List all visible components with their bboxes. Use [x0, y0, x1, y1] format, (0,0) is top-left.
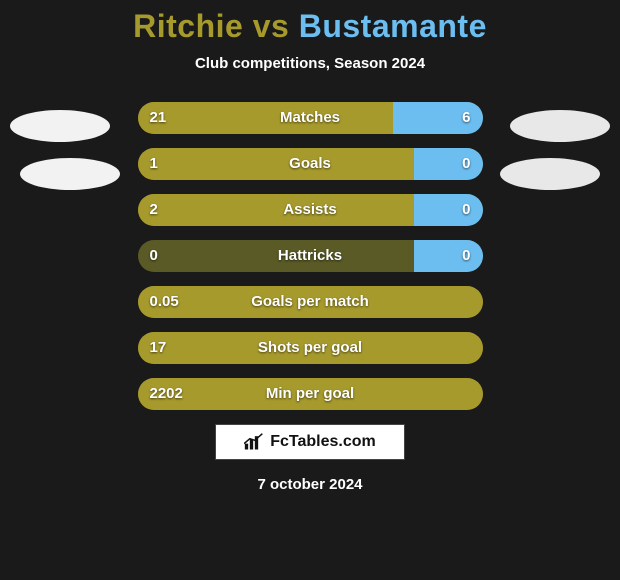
branding-text: FcTables.com: [270, 433, 376, 451]
subtitle: Club competitions, Season 2024: [0, 55, 620, 72]
stat-row: 10Goals: [138, 148, 483, 180]
stat-label: Goals: [138, 148, 483, 180]
bar-chart-icon: [244, 433, 264, 451]
stat-label: Assists: [138, 194, 483, 226]
player2-badge-bottom-icon: [500, 158, 600, 190]
stat-row: 17Shots per goal: [138, 332, 483, 364]
player2-badge-top-icon: [510, 110, 610, 142]
player2-name: Bustamante: [299, 8, 487, 44]
stat-row: 00Hattricks: [138, 240, 483, 272]
stat-bars: 216Matches 10Goals 20Assists 00Hattricks 0.0…: [138, 102, 483, 410]
vs-text: vs: [253, 8, 290, 44]
stat-label: Hattricks: [138, 240, 483, 272]
stat-row: 20Assists: [138, 194, 483, 226]
stats-arena: 216Matches 10Goals 20Assists 00Hattricks 0.0…: [0, 102, 620, 410]
stat-row: 0.05Goals per match: [138, 286, 483, 318]
stat-label: Goals per match: [138, 286, 483, 318]
player1-badge-bottom-icon: [20, 158, 120, 190]
footer-date: 7 october 2024: [0, 476, 620, 493]
branding-badge: FcTables.com: [215, 424, 405, 460]
stat-row: 2202Min per goal: [138, 378, 483, 410]
stat-row: 216Matches: [138, 102, 483, 134]
player1-badge-top-icon: [10, 110, 110, 142]
comparison-title: Ritchie vs Bustamante: [0, 0, 620, 45]
stat-label: Min per goal: [138, 378, 483, 410]
stat-label: Matches: [138, 102, 483, 134]
player1-name: Ritchie: [133, 8, 243, 44]
stat-label: Shots per goal: [138, 332, 483, 364]
